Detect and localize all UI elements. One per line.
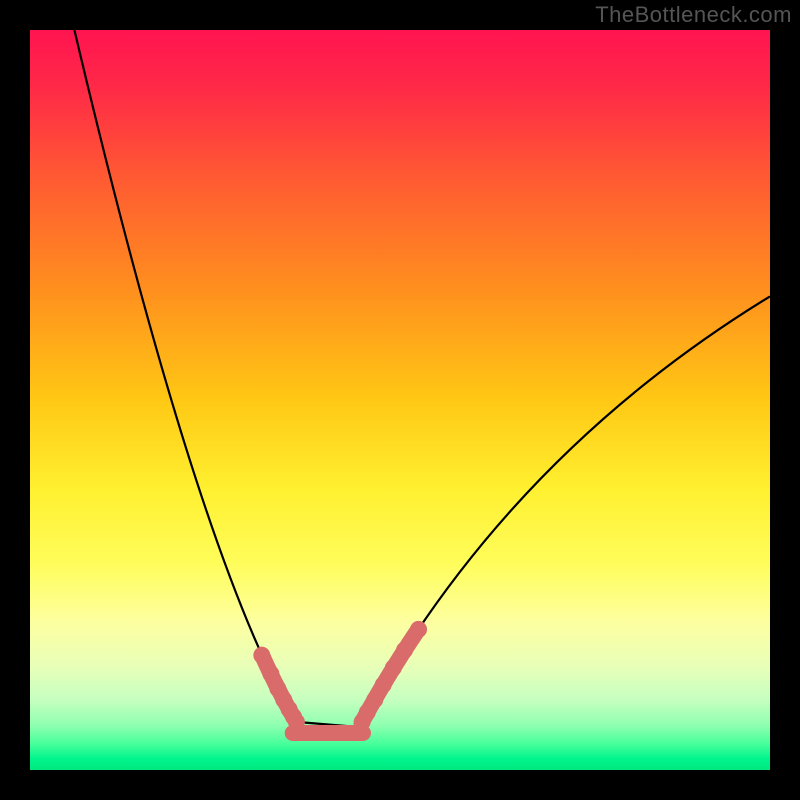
highlight-dot (396, 642, 413, 659)
highlight-dot (288, 713, 305, 730)
highlight-dot (375, 676, 392, 693)
watermark-text: TheBottleneck.com (595, 2, 792, 28)
highlight-dot (262, 665, 279, 682)
bottleneck-chart (0, 0, 800, 800)
highlight-dot (366, 691, 383, 708)
highlight-dot (385, 659, 402, 676)
highlight-dot (410, 621, 427, 638)
chart-stage: TheBottleneck.com (0, 0, 800, 800)
highlight-dot (253, 647, 270, 664)
